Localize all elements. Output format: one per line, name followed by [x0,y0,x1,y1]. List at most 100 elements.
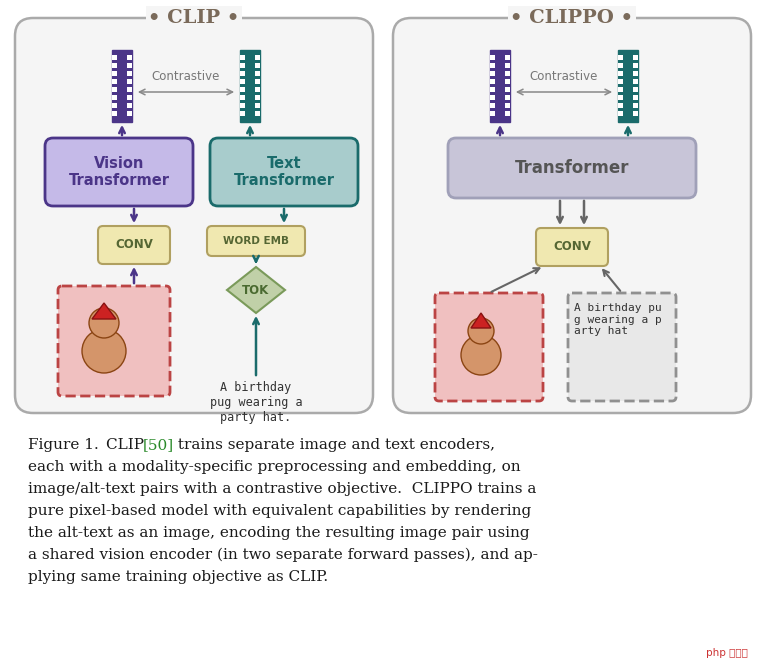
Bar [127,71,132,76]
Bar [127,87,132,92]
Bar [505,63,510,68]
FancyBboxPatch shape [435,293,543,401]
Text: the alt-text as an image, encoding the resulting image pair using: the alt-text as an image, encoding the r… [28,526,530,540]
Bar [505,95,510,100]
Circle shape [461,335,501,375]
Bar [240,63,245,68]
Bar [490,63,495,68]
Bar [112,71,117,76]
Bar [490,50,510,122]
Bar [112,50,132,122]
Bar [490,87,495,92]
Bar [618,55,623,60]
Bar [255,63,260,68]
FancyBboxPatch shape [536,228,608,266]
Bar [112,111,117,116]
Text: WORD EMB: WORD EMB [223,236,289,246]
Text: A birthday
pug wearing a
party hat.: A birthday pug wearing a party hat. [210,381,302,424]
FancyBboxPatch shape [207,226,305,256]
Text: CLIP: CLIP [106,438,149,452]
Text: each with a modality-specific preprocessing and embedding, on: each with a modality-specific preprocess… [28,460,521,474]
Text: CONV: CONV [115,238,153,252]
Bar [112,95,117,100]
Bar [112,55,117,60]
Bar [112,79,117,84]
Bar [240,87,245,92]
Bar [127,55,132,60]
Bar [618,111,623,116]
Bar [618,103,623,108]
Bar [240,55,245,60]
Bar [633,95,638,100]
Text: A birthday pu
g wearing a p
arty hat: A birthday pu g wearing a p arty hat [574,303,662,336]
Bar [127,111,132,116]
Bar [633,111,638,116]
Circle shape [89,308,119,338]
Bar [490,55,495,60]
Bar [490,79,495,84]
Bar [505,55,510,60]
Bar [505,79,510,84]
Bar [618,79,623,84]
Bar [240,71,245,76]
Bar [112,87,117,92]
Polygon shape [92,303,116,319]
Bar [255,71,260,76]
Text: • CLIP •: • CLIP • [148,9,240,27]
FancyBboxPatch shape [15,18,373,413]
Bar [490,111,495,116]
Bar [490,71,495,76]
Text: php 中文网: php 中文网 [706,648,748,658]
Bar [255,55,260,60]
Bar [633,79,638,84]
Bar [255,95,260,100]
Bar [240,111,245,116]
FancyBboxPatch shape [393,18,751,413]
Text: • CLIPPO •: • CLIPPO • [511,9,634,27]
Bar [112,63,117,68]
FancyBboxPatch shape [45,138,193,206]
Bar [505,111,510,116]
Bar [505,71,510,76]
Text: pure pixel-based model with equivalent capabilities by rendering: pure pixel-based model with equivalent c… [28,504,531,518]
Bar [240,50,260,122]
Bar [112,103,117,108]
Bar [240,95,245,100]
Bar [618,71,623,76]
Text: CONV: CONV [553,240,591,254]
Text: Contrastive: Contrastive [530,70,598,83]
Bar [240,79,245,84]
Bar [618,50,638,122]
FancyBboxPatch shape [210,138,358,206]
Bar [255,103,260,108]
Bar [618,87,623,92]
Bar [127,79,132,84]
Bar [490,95,495,100]
Bar [255,79,260,84]
Text: a shared vision encoder (in two separate forward passes), and ap-: a shared vision encoder (in two separate… [28,548,538,562]
Circle shape [468,318,494,344]
Circle shape [82,329,126,373]
Bar [633,63,638,68]
FancyBboxPatch shape [568,293,676,401]
FancyBboxPatch shape [448,138,696,198]
Polygon shape [227,267,285,313]
Bar [240,103,245,108]
Text: image/alt-text pairs with a contrastive objective.  CLIPPO trains a: image/alt-text pairs with a contrastive … [28,482,536,496]
Text: Transformer: Transformer [514,159,629,177]
Bar [633,87,638,92]
Bar [633,71,638,76]
FancyBboxPatch shape [58,286,170,396]
Text: trains separate image and text encoders,: trains separate image and text encoders, [173,438,495,452]
Text: Figure 1.: Figure 1. [28,438,98,452]
Text: plying same training objective as CLIP.: plying same training objective as CLIP. [28,570,328,584]
Bar [633,103,638,108]
Bar [505,87,510,92]
Polygon shape [471,313,491,328]
Text: Vision
Transformer: Vision Transformer [68,156,169,188]
Text: Text
Transformer: Text Transformer [234,156,335,188]
Bar [633,55,638,60]
Bar [127,63,132,68]
Text: [50]: [50] [143,438,174,452]
Text: Contrastive: Contrastive [151,70,220,83]
